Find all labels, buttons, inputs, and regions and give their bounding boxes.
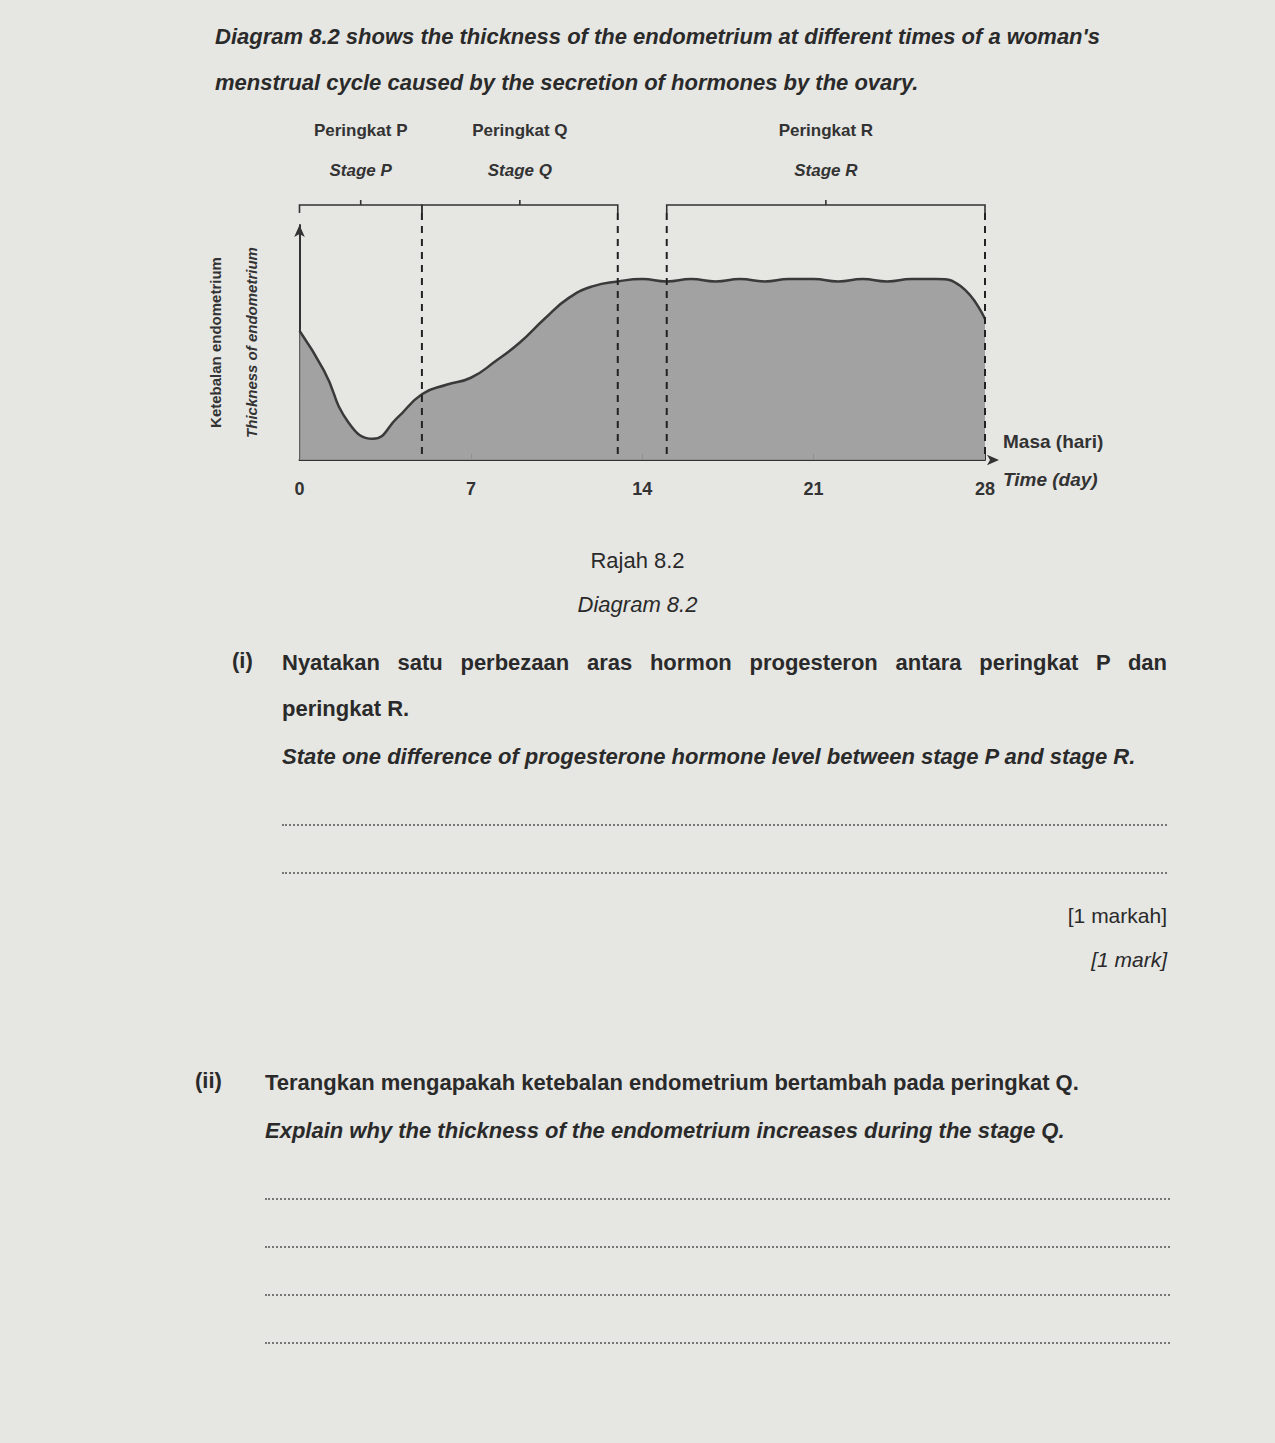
svg-text:14: 14 [632,479,652,499]
html-text:Nyatakan satu perbezaan aras h: Nyatakan satu perbezaan aras hormon prog… [282,650,1167,721]
svg-text:Peringkat R: Peringkat R [779,121,873,140]
svg-text:Ketebalan endometrium: Ketebalan endometrium [207,257,224,428]
svg-text:28: 28 [975,479,995,499]
html-text:[1 markah]: [1 markah] [1067,904,1167,927]
html-text:Rajah 8.2: Rajah 8.2 [590,548,685,573]
html-text:Terangkan mengapakah ketebalan: Terangkan mengapakah ketebalan endometri… [265,1070,1079,1095]
html-text:Diagram 8.2 shows the thicknes: Diagram 8.2 shows the thickness of the e… [215,24,1100,95]
html-text:Diagram 8.2: Diagram 8.2 [577,592,698,617]
html-text:[1 mark]: [1 mark] [1091,948,1167,971]
html-text:(i): (i) [232,648,253,673]
svg-text:7: 7 [466,479,476,499]
svg-text:Peringkat P: Peringkat P [314,121,408,140]
html-text:(ii): (ii) [195,1068,222,1093]
svg-text:Stage P: Stage P [330,161,393,180]
svg-text:Time (day): Time (day) [1003,469,1098,490]
svg-text:Masa (hari): Masa (hari) [1003,431,1103,452]
svg-text:0: 0 [294,479,304,499]
svg-text:Peringkat Q: Peringkat Q [472,121,567,140]
html-text:Explain why the thickness of t: Explain why the thickness of the endomet… [265,1118,1065,1143]
svg-text:21: 21 [804,479,824,499]
html-text:State one difference of proges: State one difference of progesterone hor… [282,744,1136,769]
svg-text:Stage Q: Stage Q [488,161,552,180]
svg-text:Stage R: Stage R [794,161,858,180]
svg-text:Thickness of endometrium: Thickness of endometrium [243,247,260,438]
